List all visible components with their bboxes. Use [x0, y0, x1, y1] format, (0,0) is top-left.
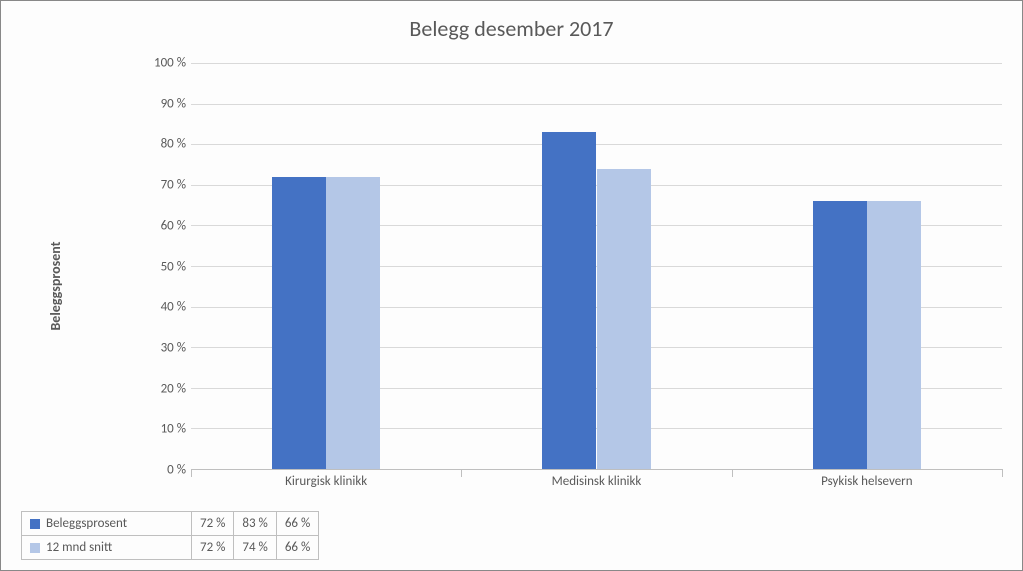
chart-title: Belegg desember 2017 [1, 1, 1022, 48]
bar [272, 177, 326, 469]
y-tick-label: 90 % [136, 96, 186, 111]
table-cell: 72 % [192, 536, 234, 560]
y-tick-label: 10 % [136, 422, 186, 437]
plot-wrapper: 0 %10 %20 %30 %40 %50 %60 %70 %80 %90 %1… [191, 63, 1002, 470]
bar [813, 201, 867, 469]
y-tick-labels: 0 %10 %20 %30 %40 %50 %60 %70 %80 %90 %1… [136, 63, 186, 470]
legend-cell: 12 mnd snitt [22, 536, 192, 560]
bar [867, 201, 921, 469]
x-category-label: Medisinsk klinikk [461, 474, 731, 489]
table-cell: 74 % [234, 536, 276, 560]
bar [542, 132, 596, 469]
legend-label: Beleggsprosent [46, 516, 127, 531]
x-category-label: Psykisk helsevern [732, 474, 1002, 489]
y-tick-label: 50 % [136, 259, 186, 274]
y-tick-label: 60 % [136, 218, 186, 233]
category-tick [1002, 469, 1003, 477]
bars-layer [191, 63, 1002, 469]
legend-swatch [30, 519, 40, 529]
y-tick-label: 0 % [136, 463, 186, 478]
y-tick-label: 70 % [136, 178, 186, 193]
table-cell: 83 % [234, 512, 276, 536]
chart-container: Belegg desember 2017 Beleggsprosent 0 %1… [0, 0, 1023, 571]
legend-swatch [30, 543, 40, 553]
table-row: Beleggsprosent 72 %83 %66 % [22, 512, 319, 536]
plot-area [191, 63, 1002, 470]
x-labels: Kirurgisk klinikkMedisinsk klinikkPsykis… [191, 474, 1002, 496]
y-tick-label: 80 % [136, 137, 186, 152]
legend-label: 12 mnd snitt [46, 540, 112, 555]
y-tick-label: 30 % [136, 340, 186, 355]
y-tick-label: 40 % [136, 300, 186, 315]
data-table: Beleggsprosent 72 %83 %66 % 12 mnd snitt 72… [21, 511, 319, 560]
x-category-label: Kirurgisk klinikk [191, 474, 461, 489]
y-tick-label: 100 % [136, 56, 186, 71]
bar [326, 177, 380, 469]
bar [597, 169, 651, 469]
y-tick-label: 20 % [136, 381, 186, 396]
table-cell: 66 % [276, 536, 318, 560]
table-cell: 72 % [192, 512, 234, 536]
y-axis-label: Beleggsprosent [47, 241, 64, 330]
table-cell: 66 % [276, 512, 318, 536]
legend-cell: Beleggsprosent [22, 512, 192, 536]
table-row: 12 mnd snitt 72 %74 %66 % [22, 536, 319, 560]
